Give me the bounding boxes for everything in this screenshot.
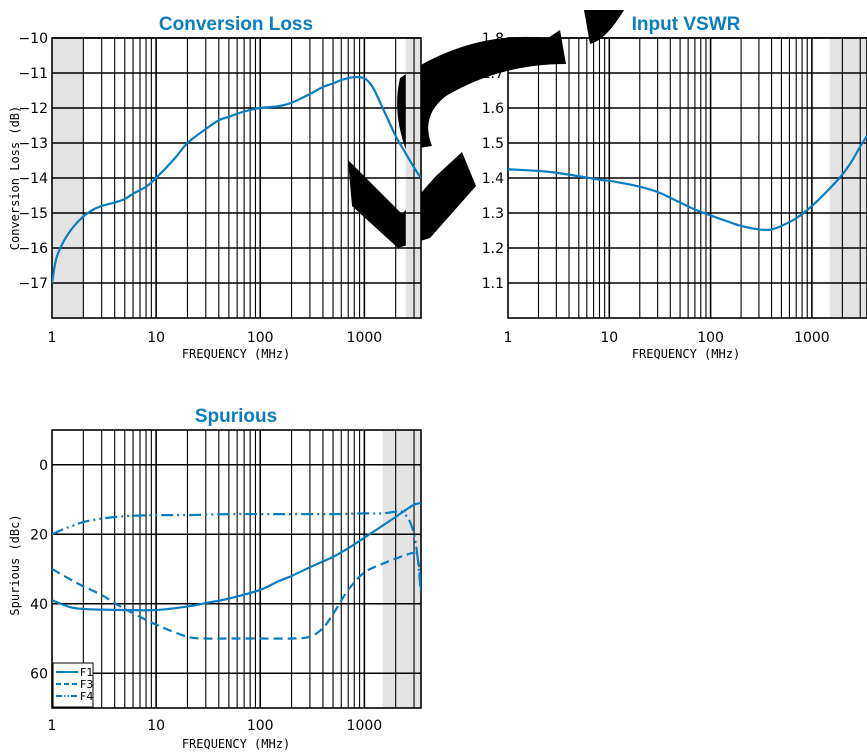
y-tick-label: 1.5 bbox=[482, 136, 504, 152]
x-tick-label: 100 bbox=[697, 330, 724, 346]
y-tick-label: 1.3 bbox=[482, 206, 504, 222]
y-tick-label: 0 bbox=[39, 458, 48, 474]
y-tick-label: −12 bbox=[18, 101, 48, 117]
series-line-f4 bbox=[52, 509, 421, 597]
legend-label-f1: F1 bbox=[80, 666, 93, 679]
y-tick-label: −11 bbox=[18, 66, 48, 82]
x-tick-label: 1000 bbox=[794, 330, 830, 346]
y-tick-label: 1.4 bbox=[482, 171, 504, 187]
chart-title: Input VSWR bbox=[632, 14, 741, 35]
legend-label-f3: F3 bbox=[80, 678, 93, 691]
plot-frame bbox=[507, 37, 867, 319]
y-tick-label: 1.6 bbox=[482, 101, 504, 117]
y-axis-label: VSWR bbox=[456, 165, 470, 195]
plot-frame bbox=[51, 429, 422, 709]
watermark-shape-right bbox=[584, 10, 624, 44]
y-axis-label: Spurious (dBc) bbox=[8, 514, 22, 615]
chart-title: Spurious bbox=[195, 406, 277, 427]
y-tick-label: −13 bbox=[18, 136, 48, 152]
x-axis-label: FREQUENCY (MHz) bbox=[182, 737, 290, 751]
y-tick-label: −17 bbox=[18, 276, 48, 292]
x-tick-label: 1 bbox=[48, 330, 57, 346]
x-axis-label: FREQUENCY (MHz) bbox=[632, 347, 740, 361]
legend-label-f4: F4 bbox=[80, 690, 93, 703]
y-tick-label: −10 bbox=[18, 31, 48, 47]
y-tick-label: −14 bbox=[18, 171, 48, 187]
x-tick-label: 1 bbox=[48, 718, 57, 734]
watermark-shape-left bbox=[348, 152, 476, 248]
y-tick-label: 1.1 bbox=[482, 276, 504, 292]
grid bbox=[52, 430, 421, 708]
y-tick-label: 40 bbox=[30, 597, 48, 613]
chart-title: Conversion Loss bbox=[159, 14, 313, 35]
y-tick-label: 1.2 bbox=[482, 241, 504, 257]
x-tick-label: 10 bbox=[147, 718, 165, 734]
series-line bbox=[52, 76, 421, 284]
x-tick-label: 1000 bbox=[347, 718, 383, 734]
x-tick-label: 10 bbox=[147, 330, 165, 346]
x-tick-label: 1 bbox=[504, 330, 513, 346]
grid bbox=[508, 37, 867, 318]
y-tick-label: 20 bbox=[30, 527, 48, 543]
chart-1: Conversion Loss 1 10 100 1000 −10 −11 −12 −13 −14… bbox=[8, 14, 422, 361]
series-line-f3 bbox=[52, 551, 421, 640]
chart-3: Spurious 1 10 100 1000 0 20 40 60 FREQUENCY (MHz)… bbox=[8, 406, 422, 751]
x-tick-label: 10 bbox=[600, 330, 618, 346]
y-axis-label: Conversion Loss (dB) bbox=[8, 106, 22, 251]
watermark-mark bbox=[348, 10, 624, 248]
x-tick-label: 100 bbox=[247, 718, 274, 734]
chart-2: Input VSWR 1 10 100 1000 1.8 1.7 1.6 1.5 1.4 1.3 1.… bbox=[456, 14, 867, 361]
series-line-f1 bbox=[52, 501, 421, 612]
series-line bbox=[508, 135, 867, 231]
x-axis-label: FREQUENCY (MHz) bbox=[182, 347, 290, 361]
y-tick-label: −15 bbox=[18, 206, 48, 222]
y-tick-label: −16 bbox=[18, 241, 48, 257]
x-tick-label: 1000 bbox=[347, 330, 383, 346]
watermark-shape-mid bbox=[397, 30, 566, 150]
y-tick-label: 60 bbox=[30, 666, 48, 682]
y-tick-label: 1.8 bbox=[482, 31, 504, 47]
shaded-band bbox=[382, 430, 421, 708]
x-tick-label: 100 bbox=[247, 330, 274, 346]
y-tick-label: 1.7 bbox=[482, 66, 504, 82]
grid bbox=[52, 37, 421, 318]
